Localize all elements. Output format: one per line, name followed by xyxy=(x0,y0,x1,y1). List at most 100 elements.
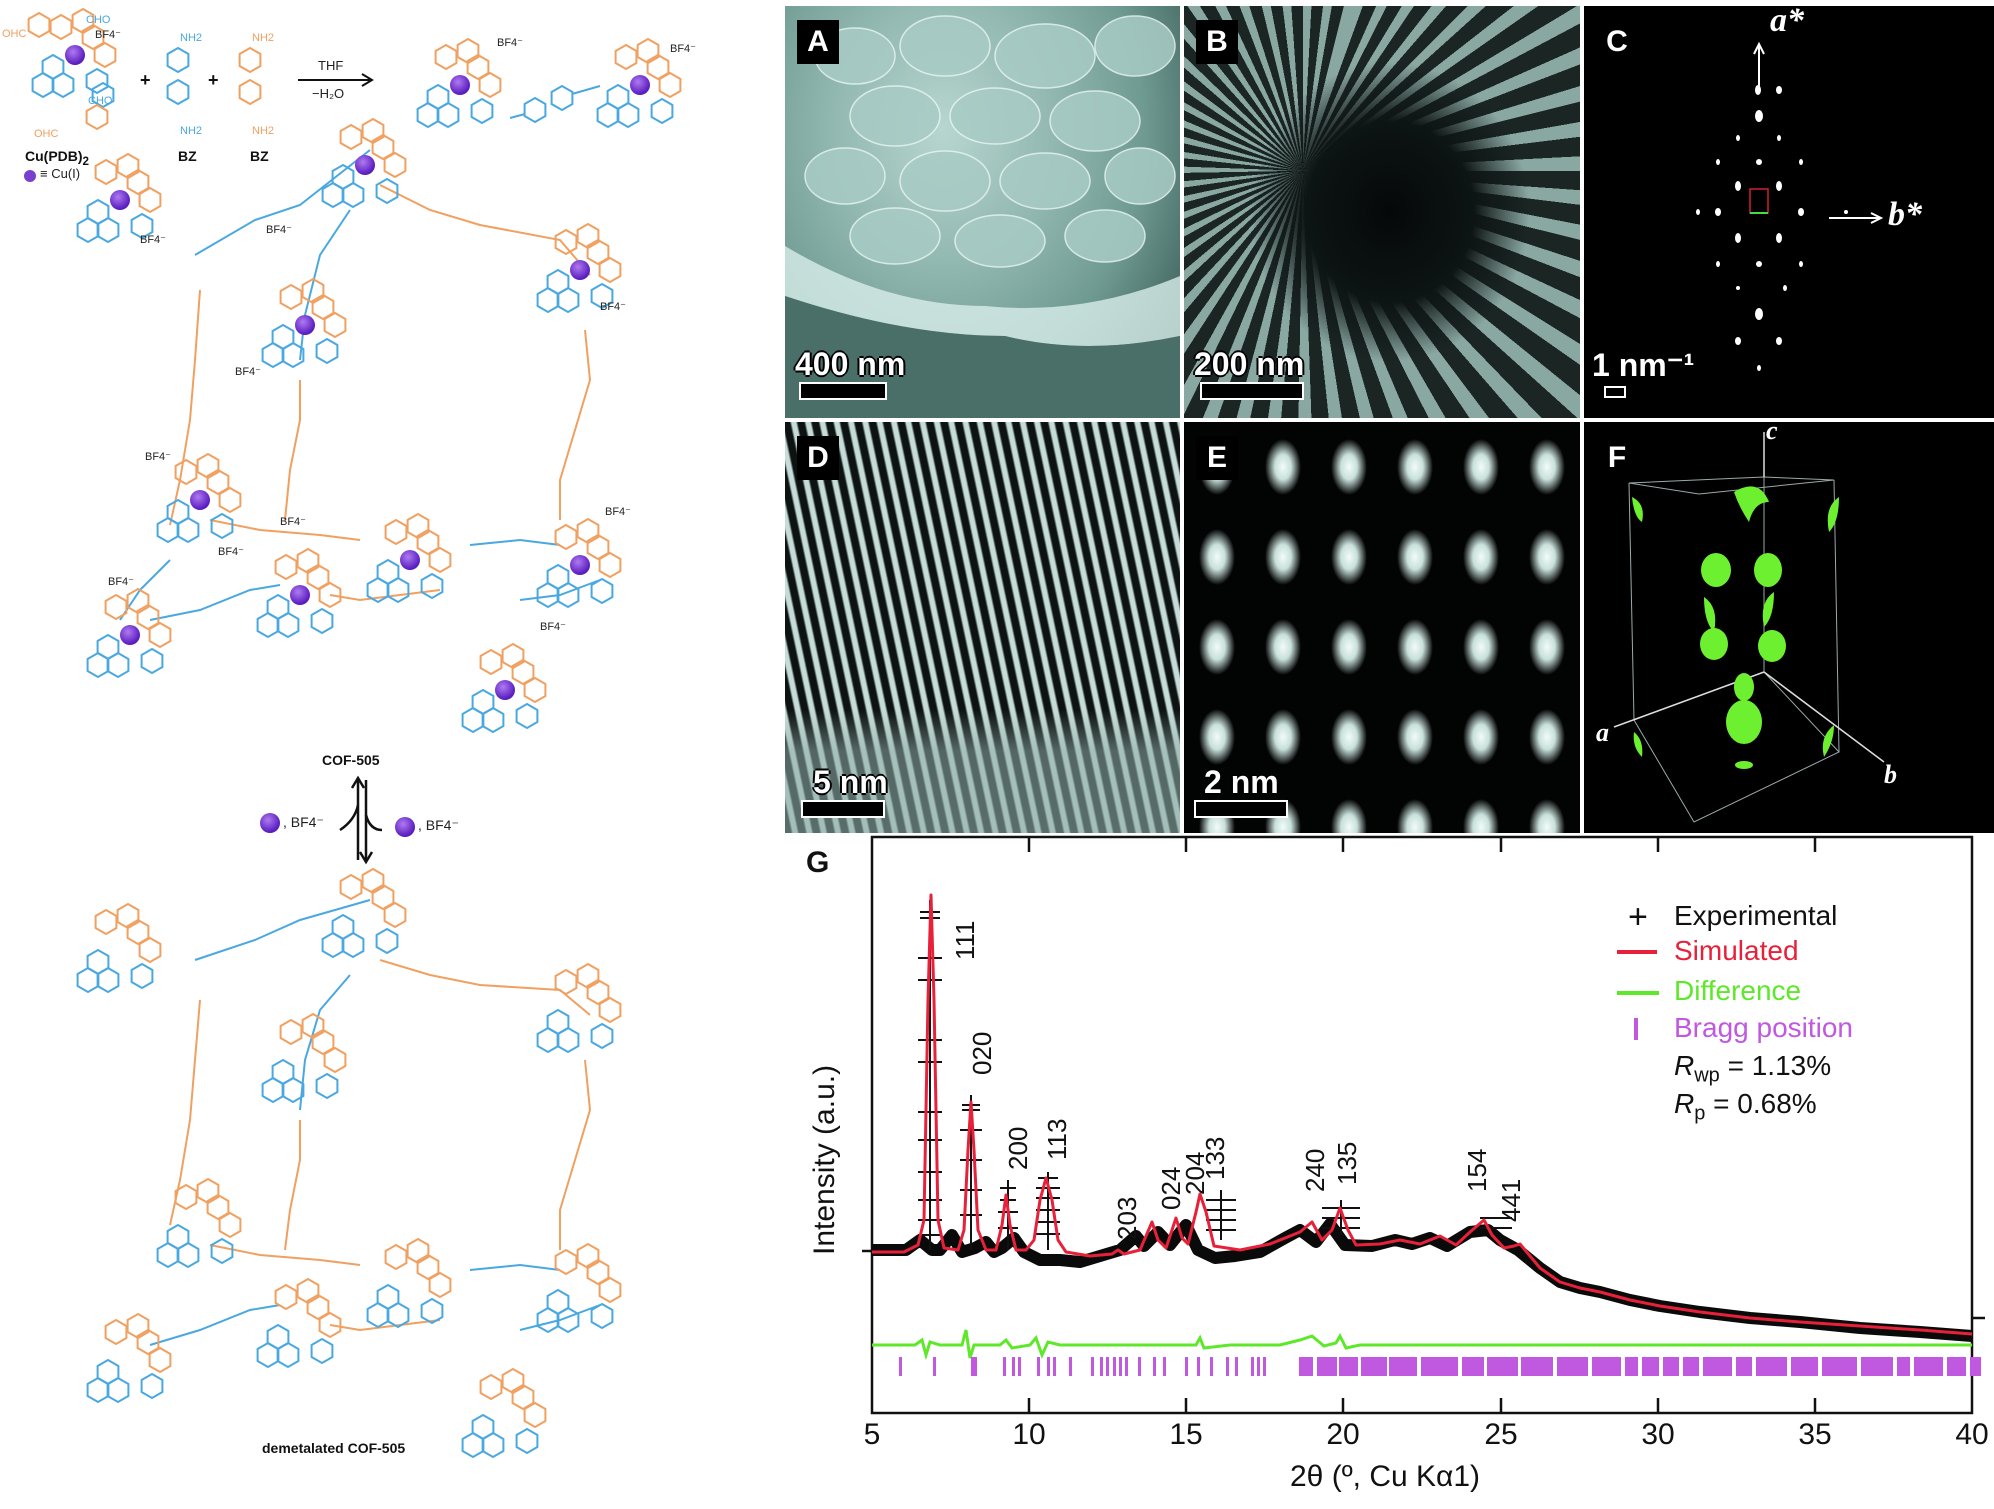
panel-label-e: E xyxy=(1196,436,1238,480)
scale-bar xyxy=(1604,386,1626,398)
peak-label: 113 xyxy=(1042,1118,1072,1160)
amine-label: NH2 xyxy=(180,125,203,137)
legend-line-green xyxy=(1617,991,1659,995)
panel-label-b: B xyxy=(1196,20,1238,64)
b-axis-arrow xyxy=(1763,671,1885,763)
counterion-label: BF4⁻ xyxy=(95,29,121,41)
equilibrium-arrows xyxy=(339,775,383,865)
scale-bar xyxy=(801,800,885,818)
demetalated-cof-label: demetalated COF-505 xyxy=(262,1440,406,1456)
simulated-series xyxy=(872,893,1973,1336)
scale-bar-label: 400 nm xyxy=(795,346,906,382)
peak-label: 154 xyxy=(1462,1148,1492,1192)
legend-tick-magenta xyxy=(1634,1018,1638,1040)
counterion-label: BF4⁻ xyxy=(108,576,134,588)
experimental-series xyxy=(872,1218,1973,1342)
equilibrium-right-label: , BF4⁻ xyxy=(418,817,459,833)
plus-sign: + xyxy=(208,70,219,90)
peak-label: 200 xyxy=(1003,1126,1033,1170)
aldehyde-label: OHC xyxy=(34,128,59,140)
bz-label: BZ xyxy=(250,148,269,164)
x-tick-label: 35 xyxy=(1798,1418,1832,1451)
plot-frame xyxy=(870,835,1974,1415)
b-axis-label: b xyxy=(1884,760,1897,789)
demetalated-cof-network xyxy=(78,869,621,1457)
panel-label-g: G xyxy=(806,846,830,879)
amine-label: NH2 xyxy=(252,32,275,44)
aldehyde-label: CHO xyxy=(86,14,111,26)
cof-505-network xyxy=(78,119,621,732)
counterion-label: BF4⁻ xyxy=(280,516,306,528)
panel-label-c: C xyxy=(1596,20,1638,64)
scale-bar-label: 2 nm xyxy=(1204,764,1279,800)
copper-atom-icon xyxy=(24,170,36,182)
cof-505-label: COF-505 xyxy=(322,752,380,768)
bz-label: BZ xyxy=(178,148,197,164)
counterion-label: BF4⁻ xyxy=(540,621,566,633)
counterion-label: BF4⁻ xyxy=(145,451,171,463)
panel-a-sem-image: A 400 nm xyxy=(785,6,1180,418)
a-axis-label: a xyxy=(1596,718,1609,747)
panel-d-hrtem-image: D 5 nm xyxy=(785,422,1180,833)
legend-bragg: Bragg position xyxy=(1674,1012,1854,1043)
legend-experimental: Experimental xyxy=(1674,900,1838,931)
peak-label: 133 xyxy=(1200,1136,1230,1180)
peak-label: 111 xyxy=(950,920,980,960)
panel-c-diffraction-pattern: C a* b* 1 nm⁻¹ xyxy=(1584,6,1994,418)
x-tick-label: 25 xyxy=(1484,1418,1518,1451)
reaction-byproduct: −H₂O xyxy=(312,86,345,101)
unit-cell-3d xyxy=(1613,432,1885,823)
x-tick-label: 15 xyxy=(1169,1418,1203,1451)
equilibrium-left-label: , BF4⁻ xyxy=(283,814,324,830)
aldehyde-label: OHC xyxy=(2,28,27,40)
y-axis-label: Intensity (a.u.) xyxy=(808,1064,841,1255)
legend-marker-plus: + xyxy=(1628,898,1648,936)
scale-bar xyxy=(1194,800,1288,818)
reaction-scheme: OHC CHO CHO OHC BF4⁻ Cu(PDB)2 ≡ Cu(I) + … xyxy=(0,0,780,1504)
diffraction-spots xyxy=(1696,41,1884,371)
counterion-label: BF4⁻ xyxy=(140,234,166,246)
a-star-axis-label: a* xyxy=(1770,6,1804,39)
x-axis-label: 2θ (º, Cu Kα1) xyxy=(1290,1460,1481,1493)
panel-label-a: A xyxy=(797,20,839,64)
cu-legend: ≡ Cu(I) xyxy=(40,166,81,181)
scale-bar xyxy=(799,382,887,400)
copper-ion-icon xyxy=(260,813,280,833)
peak-label: 203 xyxy=(1112,1196,1142,1240)
cu-complex-label: Cu(PDB)2 xyxy=(25,148,90,168)
peak-label: 441 xyxy=(1496,1178,1526,1222)
x-tick-label: 20 xyxy=(1326,1418,1360,1451)
x-ticks xyxy=(862,837,1985,1413)
amine-label: NH2 xyxy=(252,125,275,137)
rwp-stat: Rwp = 1.13% xyxy=(1674,1050,1832,1087)
cof-structure-drawing xyxy=(27,0,780,1504)
x-tick-label: 5 xyxy=(863,1418,881,1451)
peak-label: 240 xyxy=(1300,1148,1330,1192)
legend-simulated: Simulated xyxy=(1674,935,1799,966)
legend-line-red xyxy=(1617,950,1657,954)
peak-label: 135 xyxy=(1332,1141,1362,1185)
x-tick-label: 30 xyxy=(1641,1418,1675,1451)
c-axis-label: c xyxy=(1766,422,1778,445)
counterion-label: BF4⁻ xyxy=(605,506,631,518)
peak-label: 020 xyxy=(967,1031,997,1075)
panel-label-d: D xyxy=(797,436,839,480)
counterion-label: BF4⁻ xyxy=(670,43,696,55)
counterion-label: BF4⁻ xyxy=(218,546,244,558)
b-star-axis-label: b* xyxy=(1888,196,1922,233)
reaction-solvent: THF xyxy=(318,58,344,73)
legend-difference: Difference xyxy=(1674,975,1802,1006)
panel-label-f: F xyxy=(1607,441,1627,474)
panel-e-filtered-image: E 2 nm xyxy=(1184,422,1580,833)
difference-series xyxy=(872,1329,1972,1361)
scale-bar-label: 1 nm⁻¹ xyxy=(1592,347,1695,383)
rp-stat: Rp = 0.68% xyxy=(1674,1088,1817,1125)
scale-bar-label: 200 nm xyxy=(1194,346,1305,382)
scale-bar-label: 5 nm xyxy=(813,764,888,800)
counterion-label: BF4⁻ xyxy=(497,37,523,49)
counterion-label: BF4⁻ xyxy=(235,366,261,378)
panel-f-3d-reconstruction: F c a b xyxy=(1584,422,1994,833)
amine-label: NH2 xyxy=(180,32,203,44)
copper-ion-icon xyxy=(395,817,415,837)
scale-bar xyxy=(1200,382,1304,400)
